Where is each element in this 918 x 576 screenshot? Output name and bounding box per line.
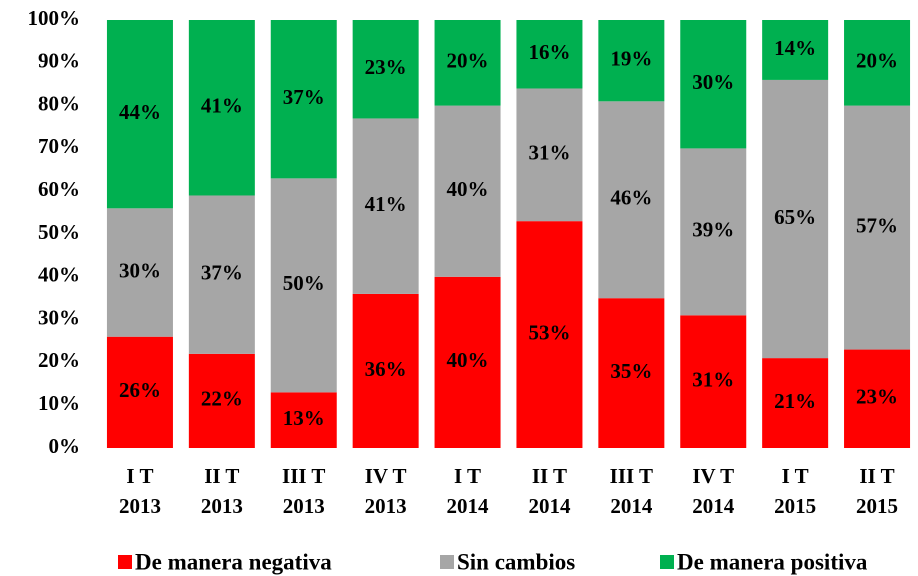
y-tick-label: 20%	[38, 348, 80, 372]
y-tick-label: 80%	[38, 91, 80, 115]
x-tick-label: I T	[454, 464, 481, 488]
bar-segment	[434, 105, 501, 277]
x-tick-label: 2013	[365, 494, 407, 518]
data-label: 23%	[365, 55, 407, 79]
y-tick-label: 90%	[38, 49, 80, 73]
y-tick-label: 40%	[38, 263, 80, 287]
data-label: 23%	[856, 385, 898, 409]
x-tick-label: III T	[282, 464, 325, 488]
data-label: 31%	[692, 367, 734, 391]
bar-segment	[598, 298, 665, 448]
x-tick-label: 2013	[119, 494, 161, 518]
data-label: 39%	[692, 218, 734, 242]
legend-label: De manera negativa	[135, 549, 332, 574]
bar-segment	[516, 20, 583, 89]
x-tick-label: 2015	[774, 494, 816, 518]
data-label: 30%	[692, 70, 734, 94]
data-label: 53%	[528, 320, 570, 344]
data-label: 31%	[528, 141, 570, 165]
bar-segment	[106, 208, 173, 337]
data-label: 20%	[856, 49, 898, 73]
bar-segment	[762, 20, 829, 80]
legend-swatch	[440, 555, 454, 569]
bar-segment	[188, 195, 255, 354]
data-label: 21%	[774, 389, 816, 413]
data-label: 36%	[365, 357, 407, 381]
bar-segment	[680, 148, 747, 316]
data-label: 46%	[610, 186, 652, 210]
x-tick-label: IV T	[692, 464, 734, 488]
bar-segment	[352, 293, 419, 448]
data-label: 44%	[119, 100, 161, 124]
bar-segment	[352, 118, 419, 294]
data-label: 26%	[119, 378, 161, 402]
bar-segment	[762, 79, 829, 359]
bar-segment	[270, 178, 337, 393]
bar-segment	[680, 315, 747, 448]
bar-segment	[434, 276, 501, 448]
bar-segment	[844, 20, 911, 106]
legend-swatch	[118, 555, 132, 569]
legend-label: De manera positiva	[677, 549, 868, 574]
bar-segment	[762, 358, 829, 448]
y-tick-label: 60%	[38, 177, 80, 201]
y-tick-label: 10%	[38, 391, 80, 415]
y-tick-label: 30%	[38, 305, 80, 329]
data-label: 57%	[856, 213, 898, 237]
x-tick-label: II T	[859, 464, 894, 488]
bar-segment	[106, 336, 173, 448]
data-label: 37%	[201, 260, 243, 284]
data-label: 19%	[610, 46, 652, 70]
bar-segment	[270, 20, 337, 179]
data-label: 40%	[447, 348, 489, 372]
x-tick-label: 2015	[856, 494, 898, 518]
legend-label: Sin cambios	[457, 549, 575, 574]
x-tick-label: I T	[126, 464, 153, 488]
x-tick-label: 2014	[447, 494, 490, 518]
bar-segment	[434, 20, 501, 106]
x-tick-label: IV T	[365, 464, 407, 488]
x-tick-label: III T	[610, 464, 653, 488]
bar-segment	[598, 101, 665, 299]
y-tick-label: 0%	[49, 434, 81, 458]
bar-segment	[680, 20, 747, 149]
y-tick-label: 50%	[38, 220, 80, 244]
x-tick-label: 2013	[201, 494, 243, 518]
x-tick-label: II T	[532, 464, 567, 488]
data-label: 16%	[528, 40, 570, 64]
x-tick-label: II T	[204, 464, 239, 488]
bar-segment	[844, 105, 911, 350]
data-label: 41%	[365, 192, 407, 216]
bar-segment	[516, 88, 583, 222]
bar-segment	[516, 221, 583, 448]
bar-segment	[106, 20, 173, 209]
x-tick-label: I T	[782, 464, 809, 488]
bar-segment	[188, 353, 255, 448]
bar-segment	[598, 20, 665, 102]
data-label: 41%	[201, 94, 243, 118]
data-label: 35%	[610, 359, 652, 383]
bar-segment	[188, 20, 255, 196]
x-tick-label: 2014	[692, 494, 735, 518]
x-tick-label: 2014	[610, 494, 653, 518]
bar-segment	[352, 20, 419, 119]
bar-segment	[844, 349, 911, 448]
legend-swatch	[660, 555, 674, 569]
data-label: 20%	[447, 49, 489, 73]
x-tick-label: 2014	[528, 494, 571, 518]
x-tick-label: 2013	[283, 494, 325, 518]
data-label: 40%	[447, 177, 489, 201]
bar-segment	[270, 392, 337, 448]
y-tick-label: 100%	[28, 6, 81, 30]
data-label: 14%	[774, 36, 816, 60]
data-label: 13%	[283, 406, 325, 430]
data-label: 65%	[774, 205, 816, 229]
data-label: 22%	[201, 387, 243, 411]
y-tick-label: 70%	[38, 134, 80, 158]
data-label: 30%	[119, 258, 161, 282]
data-label: 50%	[283, 271, 325, 295]
data-label: 37%	[283, 85, 325, 109]
